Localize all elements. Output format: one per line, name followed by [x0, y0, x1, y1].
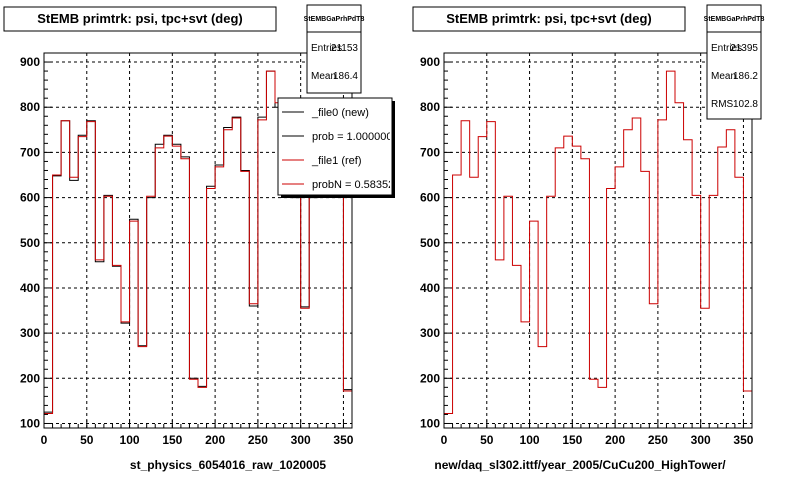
y-tick-label: 800 — [420, 100, 440, 114]
stats-value: 21395 — [730, 43, 758, 54]
x-tick-label: 250 — [648, 433, 668, 447]
x-tick-label: 200 — [605, 433, 625, 447]
x-tick-label: 50 — [480, 433, 494, 447]
legend-entry-label: probN = 0.583521 — [312, 179, 400, 191]
chart-title: StEMB primtrk: psi, tpc+svt (deg) — [37, 11, 243, 26]
stats-value: 102.8 — [733, 99, 758, 110]
x-tick-label: 0 — [441, 433, 448, 447]
x-tick-label: 250 — [248, 433, 268, 447]
chart-title: StEMB primtrk: psi, tpc+svt (deg) — [446, 11, 652, 26]
x-tick-label: 150 — [162, 433, 182, 447]
left-histogram-panel: 0 50 100 150 200 250 300 350 100 200 300 400 500 600 7… — [3, 4, 400, 472]
stats-box — [706, 4, 762, 120]
title-box — [412, 6, 686, 32]
stats-box — [306, 4, 362, 94]
x-tick-label: 100 — [520, 433, 540, 447]
right-histogram-panel: 0 50 100 150 200 250 300 350 100 200 300 400 500 600 7… — [412, 4, 765, 472]
x-tick-label: 100 — [120, 433, 140, 447]
x-tick-label: 300 — [691, 433, 711, 447]
y-tick-label: 200 — [420, 371, 440, 385]
stats-header: StEMBGaPrhPdT8 — [704, 16, 765, 23]
histogram-series-0 — [443, 70, 753, 428]
stats-header: StEMBGaPrhPdT8 — [304, 16, 365, 23]
y-tick-label: 500 — [420, 236, 440, 250]
stats-label: Entries — [711, 43, 742, 54]
y-tick-label: 800 — [20, 100, 40, 114]
y-tick-label: 900 — [420, 55, 440, 69]
y-tick-label: 900 — [20, 55, 40, 69]
y-tick-label: 700 — [20, 145, 40, 159]
stats-label: Entries — [311, 43, 342, 54]
legend-entry-label: _file1 (ref) — [311, 155, 362, 167]
x-tick-label: 0 — [41, 433, 48, 447]
stats-label: Mean — [711, 71, 736, 82]
stats-value: 186.4 — [333, 71, 358, 82]
title-box — [3, 6, 277, 32]
y-tick-label: 600 — [420, 191, 440, 205]
x-axis-caption: new/daq_sl302.ittf/year_2005/CuCu200_Hig… — [434, 458, 726, 472]
y-tick-label: 700 — [420, 145, 440, 159]
x-tick-label: 350 — [733, 433, 753, 447]
y-tick-label: 100 — [20, 416, 40, 430]
y-tick-label: 300 — [20, 326, 40, 340]
y-tick-label: 400 — [420, 281, 440, 295]
stats-label: RMS — [711, 99, 734, 110]
y-tick-label: 400 — [20, 281, 40, 295]
y-tick-label: 200 — [20, 371, 40, 385]
x-tick-label: 50 — [80, 433, 94, 447]
legend-box — [277, 97, 393, 196]
x-axis-caption: st_physics_6054016_raw_1020005 — [130, 458, 326, 472]
stats-value: 186.2 — [733, 71, 758, 82]
y-tick-label: 500 — [20, 236, 40, 250]
stats-label: Mean — [311, 71, 336, 82]
stats-value: 21153 — [331, 43, 359, 54]
x-tick-label: 200 — [205, 433, 225, 447]
x-tick-label: 300 — [291, 433, 311, 447]
legend-entry-label: _file0 (new) — [311, 107, 369, 119]
legend-entry-label: prob = 1.000000 — [312, 131, 392, 143]
x-tick-label: 150 — [562, 433, 582, 447]
y-tick-label: 300 — [420, 326, 440, 340]
y-tick-label: 100 — [420, 416, 440, 430]
histogram-series-1 — [43, 70, 353, 428]
x-tick-label: 350 — [333, 433, 353, 447]
plot-area — [444, 53, 752, 428]
y-tick-label: 600 — [20, 191, 40, 205]
